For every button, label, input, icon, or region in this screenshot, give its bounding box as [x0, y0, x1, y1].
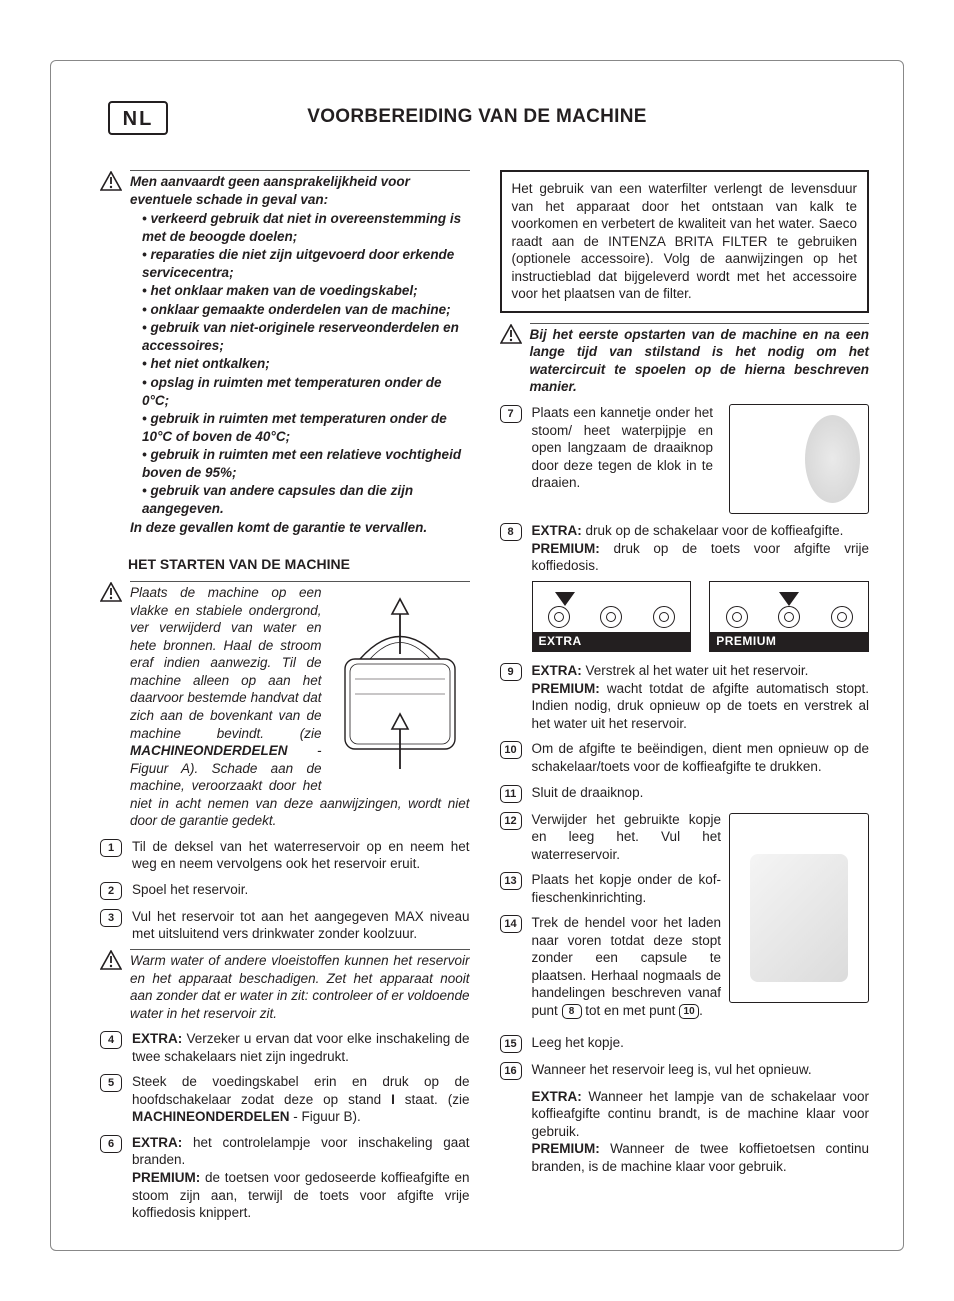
step-number: 5 [100, 1074, 122, 1092]
step-body: EXTRA: het controlelampje voor inschakel… [132, 1134, 470, 1222]
warning-body: Plaats de machine op een vlakke en stabi… [130, 581, 470, 830]
warning-icon [100, 950, 122, 970]
panel-premium-label: PREMIUM [710, 632, 868, 652]
step-10: 10 Om de afgifte te beëindigen, dient me… [500, 740, 870, 775]
step-body: Verwijder het gebruikte kopje en leeg he… [532, 811, 722, 864]
step-number: 14 [500, 915, 522, 933]
step-ref-8: 8 [562, 1004, 582, 1019]
step-number: 8 [500, 523, 522, 541]
list-item: reparaties die niet zijn uitgevoerd door… [142, 246, 470, 281]
warning-icon [100, 582, 122, 602]
step-body: Sluit de draaiknop. [532, 784, 870, 802]
step-14: 14 Trek de hendel voor het laden naar vo… [500, 914, 722, 1019]
step-9: 9 EXTRA: Verstrek al het water uit het r… [500, 662, 870, 732]
step-1: 1 Til de deksel van het waterreservoir o… [100, 838, 470, 873]
step-3: 3 Vul het reservoir tot aan het aangegev… [100, 908, 470, 943]
right-column: Het gebruik van een waterfilter verlengt… [500, 170, 870, 1228]
step-number: 2 [100, 882, 122, 900]
step-2: 2 Spoel het reservoir. [100, 881, 470, 900]
step-body: Spoel het reservoir. [132, 881, 470, 899]
page-title: VOORBEREIDING VAN DE MACHINE [0, 105, 954, 130]
step-number: 15 [500, 1035, 522, 1053]
disclaimer-list: verkeerd gebruik dat niet in overeenstem… [130, 210, 470, 517]
step-body: Plaats een kannetje onder het stoom/ hee… [532, 404, 714, 492]
list-item: verkeerd gebruik dat niet in overeenstem… [142, 210, 470, 245]
disclaimer-body: Men aanvaardt geen aansprakelijkheid voo… [130, 170, 470, 537]
disclaimer-intro: Men aanvaardt geen aansprakelijkheid voo… [130, 173, 470, 208]
content-columns: Men aanvaardt geen aansprakelijkheid voo… [100, 170, 869, 1228]
step-body: EXTRA: druk op de schakelaar voor de kof… [532, 522, 870, 575]
list-item: onklaar gemaakte onderdelen van de machi… [142, 301, 470, 319]
step-number: 11 [500, 785, 522, 803]
list-item: gebruik van andere capsules dan die zijn… [142, 482, 470, 517]
step-number: 13 [500, 872, 522, 890]
panel-knobs [533, 602, 691, 632]
machine-figure [330, 584, 470, 779]
step-7: 7 Plaats een kannetje onder het stoom/ h… [500, 404, 870, 514]
panel-extra: EXTRA [532, 581, 692, 653]
step-number: 12 [500, 812, 522, 830]
step-4: 4 EXTRA: Verzeker u ervan dat voor elke … [100, 1030, 470, 1065]
step-11: 11 Sluit de draaiknop. [500, 784, 870, 803]
step-number: 4 [100, 1031, 122, 1049]
warning-icon [100, 171, 122, 191]
list-item: het niet ontkalken; [142, 355, 470, 373]
step-12: 12 Verwijder het gebruikte kopje en leeg… [500, 811, 722, 864]
left-column: Men aanvaardt geen aansprakelijkheid voo… [100, 170, 470, 1228]
warning-placement: Plaats de machine op een vlakke en stabi… [100, 581, 470, 830]
step-ref-10: 10 [679, 1004, 699, 1019]
panel-knobs [710, 602, 868, 632]
warning-text: Warm water of andere vloeistoffen kunnen… [130, 949, 470, 1022]
step-5: 5 Steek de voedingskabel erin en druk op… [100, 1073, 470, 1126]
list-item: gebruik in ruimten met temperaturen onde… [142, 410, 470, 445]
step-body: Om de afgifte te beëindigen, dient men o… [532, 740, 870, 775]
step-number: 7 [500, 405, 522, 423]
step-body: Steek de voedingskabel erin en druk op d… [132, 1073, 470, 1126]
warning-first-start: Bij het eerste opstarten van de machine … [500, 323, 870, 396]
step-body: Leeg het kopje. [532, 1034, 870, 1052]
panel-extra-label: EXTRA [533, 632, 691, 652]
step-number: 10 [500, 741, 522, 759]
step-body: EXTRA: Verzeker u ervan dat voor elke in… [132, 1030, 470, 1065]
step-15: 15 Leeg het kopje. [500, 1034, 870, 1053]
step-8: 8 EXTRA: druk op de schakelaar voor de k… [500, 522, 870, 575]
tail-notes: EXTRA: Wanneer het lampje van de schakel… [500, 1088, 870, 1176]
step-number: 1 [100, 839, 122, 857]
step-number: 3 [100, 909, 122, 927]
list-item: het onklaar maken van de voedingskabel; [142, 282, 470, 300]
step-body: Trek de hendel voor het laden naar voren… [532, 914, 722, 1019]
step-body: Wanneer het reservoir leeg is, vul het o… [532, 1061, 870, 1079]
list-item: gebruik in ruimten met een relatieve voc… [142, 446, 470, 481]
filter-info-box: Het gebruik van een waterfilter verlengt… [500, 170, 870, 313]
warning-water: Warm water of andere vloeistoffen kunnen… [100, 949, 470, 1022]
step-body: EXTRA: Verstrek al het water uit het res… [532, 662, 870, 732]
warning-icon [500, 324, 522, 344]
step-body: Plaats het kopje onder de kof­fieschenki… [532, 871, 722, 906]
machine-side-figure [729, 813, 869, 1003]
tail-body: EXTRA: Wanneer het lampje van de schakel… [532, 1088, 870, 1176]
step-body: Vul het reservoir tot aan het aangegeven… [132, 908, 470, 943]
steps-12-14-wrap: 12 Verwijder het gebruikte kopje en leeg… [500, 811, 870, 1026]
list-item: gebruik van niet-originele reserveonderd… [142, 319, 470, 354]
panel-premium: PREMIUM [709, 581, 869, 653]
list-item: opslag in ruimten met temperaturen onder… [142, 374, 470, 409]
step-6: 6 EXTRA: het controlelampje voor inschak… [100, 1134, 470, 1222]
disclaimer-block: Men aanvaardt geen aansprakelijkheid voo… [100, 170, 470, 537]
warning-text: Bij het eerste opstarten van de machine … [530, 323, 870, 396]
step-number: 6 [100, 1135, 122, 1153]
step-number: 9 [500, 663, 522, 681]
control-panels: EXTRA PREMIUM [532, 581, 870, 653]
step-body: Til de deksel van het waterreservoir op … [132, 838, 470, 873]
section-heading: HET STARTEN VAN DE MACHINE [128, 555, 470, 573]
disclaimer-tail: In deze gevallen komt de garantie te ver… [130, 519, 470, 537]
step-7-figure [729, 404, 869, 514]
step-number: 16 [500, 1062, 522, 1080]
step-13: 13 Plaats het kopje onder de kof­fiesche… [500, 871, 722, 906]
step-16: 16 Wanneer het reservoir leeg is, vul he… [500, 1061, 870, 1080]
